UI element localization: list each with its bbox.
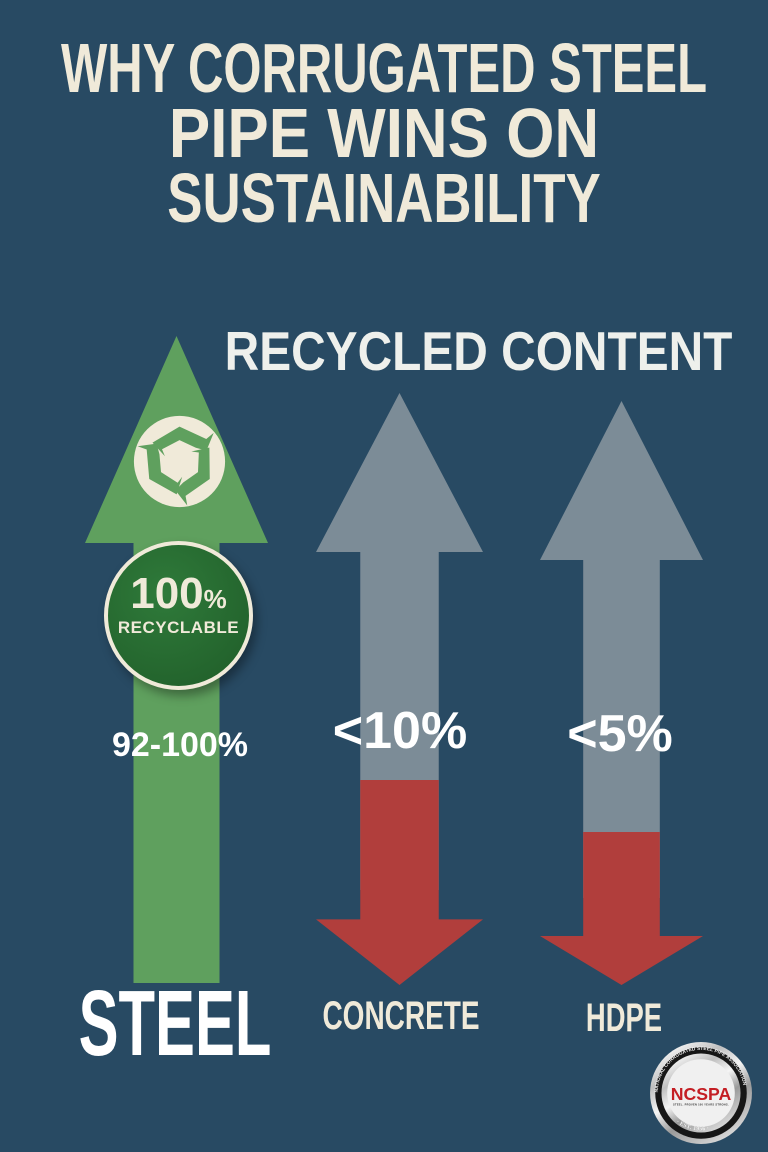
- svg-text:NCSPA: NCSPA: [671, 1084, 732, 1104]
- svg-text:STEEL. PROVEN 100 YEARS STRONG: STEEL. PROVEN 100 YEARS STRONG.: [673, 1102, 729, 1106]
